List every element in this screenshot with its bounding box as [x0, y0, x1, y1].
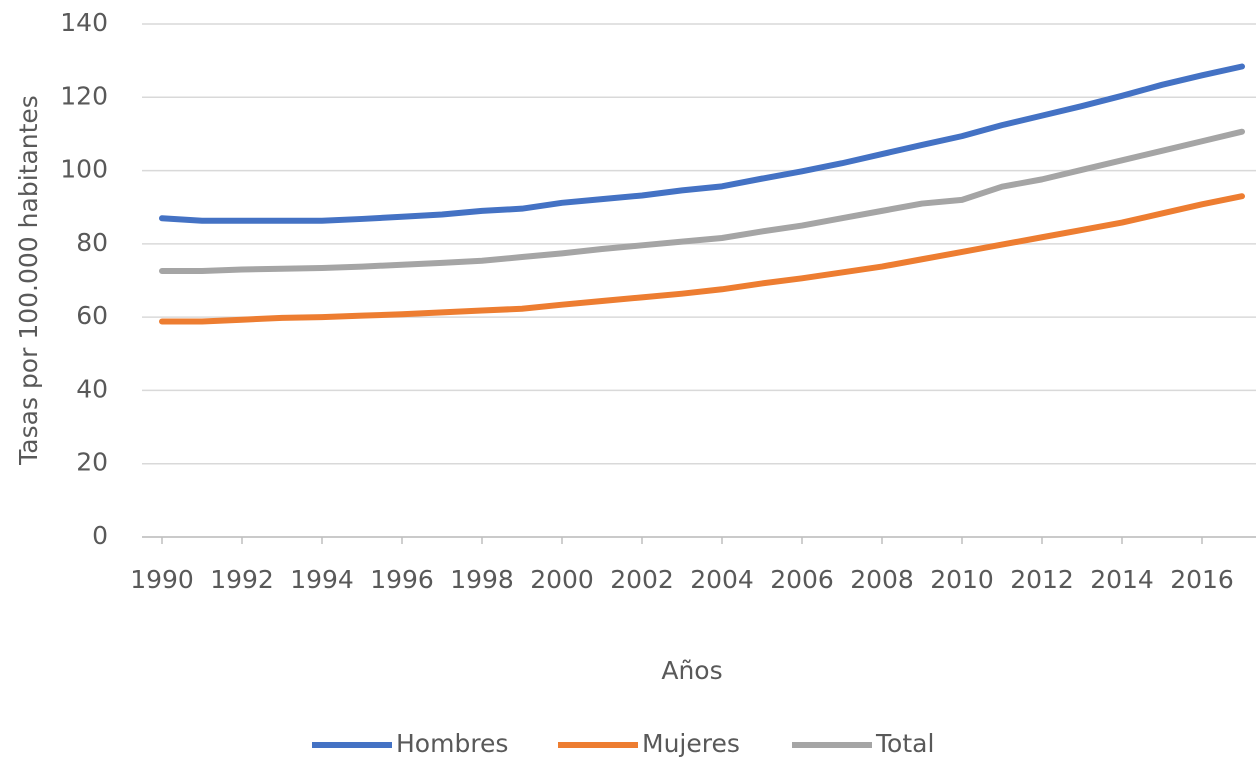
x-tick-label: 2002	[610, 565, 674, 594]
legend-label: Total	[875, 729, 934, 758]
y-tick-label: 40	[76, 374, 108, 403]
x-tick-label: 2010	[930, 565, 994, 594]
y-tick-label: 140	[60, 8, 108, 37]
y-tick-label: 0	[92, 521, 108, 550]
y-axis-title: Tasas por 100.000 habitantes	[14, 95, 43, 466]
series-line	[159, 128, 1245, 274]
y-tick-label: 60	[76, 301, 108, 330]
y-tick-label: 100	[60, 155, 108, 184]
x-tick-label: 1992	[210, 565, 274, 594]
x-tick-label: 1996	[370, 565, 434, 594]
x-tick-label: 2004	[690, 565, 754, 594]
series-line	[159, 193, 1245, 325]
y-tick-label: 80	[76, 228, 108, 257]
x-tick-label: 2012	[1010, 565, 1074, 594]
x-tick-label: 2014	[1090, 565, 1154, 594]
x-tick-label: 1994	[290, 565, 354, 594]
y-tick-label: 20	[76, 448, 108, 477]
x-tick-label: 1990	[130, 565, 194, 594]
x-tick-label: 2000	[530, 565, 594, 594]
x-tick-label: 1998	[450, 565, 514, 594]
x-tick-label: 2008	[850, 565, 914, 594]
legend-label: Hombres	[396, 729, 508, 758]
x-axis-title: Años	[661, 656, 722, 685]
y-tick-label: 120	[60, 81, 108, 110]
x-tick-label: 2006	[770, 565, 834, 594]
x-tick-label: 2016	[1170, 565, 1234, 594]
series-line	[159, 63, 1245, 224]
legend-label: Mujeres	[642, 729, 740, 758]
